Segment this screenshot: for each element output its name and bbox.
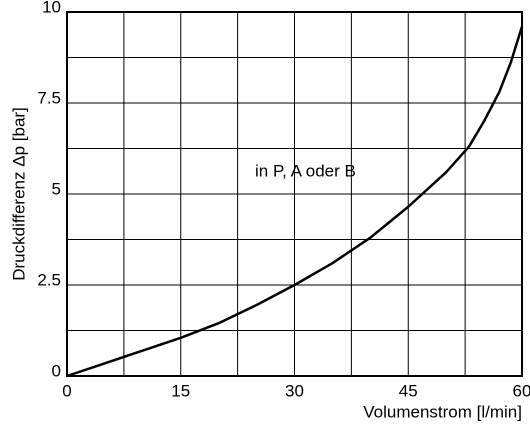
y-tick-label: 2.5 xyxy=(37,270,61,289)
y-tick-label: 5 xyxy=(52,179,61,198)
y-axis-label: Druckdifferenz Δp [bar] xyxy=(9,107,28,281)
x-axis-label: Volumenstrom [l/min] xyxy=(363,402,522,421)
x-tick-label: 15 xyxy=(171,381,190,400)
plot-frame xyxy=(66,11,523,377)
x-tick-label: 0 xyxy=(62,381,71,400)
curve xyxy=(66,26,524,378)
y-tick-label: 10 xyxy=(42,0,61,16)
x-tick-label: 30 xyxy=(285,381,304,400)
annotation: in P, A oder B xyxy=(255,161,356,180)
x-tick-label: 60 xyxy=(513,381,530,400)
y-tick-label: 7.5 xyxy=(37,88,61,107)
x-tick-label: 45 xyxy=(399,381,418,400)
y-tick-label: 0 xyxy=(52,361,61,380)
